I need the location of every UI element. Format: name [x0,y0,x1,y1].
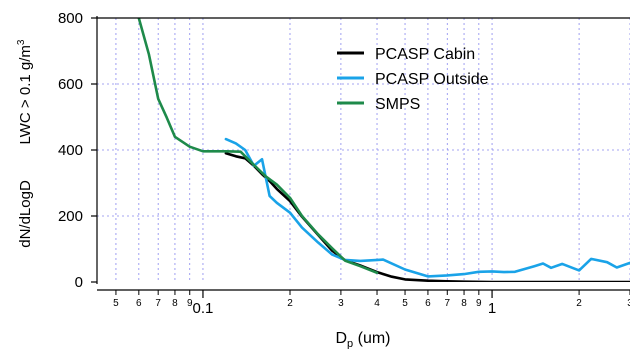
x-minor-tick-label: 5 [402,298,408,309]
x-minor-tick-label: 5 [113,298,119,309]
legend-label: SMPS [375,96,420,113]
legend-label: PCASP Outside [375,71,489,88]
x-minor-tick-label: 2 [287,298,293,309]
x-minor-tick-label: 8 [172,298,178,309]
grid [97,18,630,282]
series-line-smps [137,18,379,275]
y-axis-label-condition: LWC > 0.1 g/m3 [16,39,34,144]
x-minor-tick-label: 8 [461,298,467,309]
x-minor-tick-label: 3 [338,298,344,309]
x-minor-tick-label: 7 [445,298,451,309]
y-tick-label: 200 [58,208,83,225]
axis-labels: Dp (um) dN/dLogD LWC > 0.1 g/m3 [16,39,391,349]
x-minor-tick-label: 9 [476,298,482,309]
x-minor-tick-label: 4 [374,298,380,309]
x-minor-tick-label: 9 [187,298,193,309]
legend: PCASP Cabin PCASP Outside SMPS [337,46,489,113]
y-tick-label: 0 [75,274,83,291]
series-line-pcasp-cabin [224,152,630,282]
x-axis-label: Dp (um) [335,330,390,349]
x-minor-tick-label: 2 [576,298,582,309]
y-axis-label: dN/dLogD [17,180,34,248]
y-tick-label: 400 [58,142,83,159]
series-line-pcasp-outside [224,137,630,278]
x-major-tick-label: 1 [488,300,496,317]
x-minor-tick-label: 6 [425,298,431,309]
y-tick-label: 600 [58,76,83,93]
y-tick-label: 800 [58,10,83,27]
legend-label: PCASP Cabin [375,46,475,63]
x-minor-tick-label: 6 [136,298,142,309]
x-major-tick-label: 0.1 [193,300,214,317]
x-minor-tick-label: 7 [155,298,161,309]
x-minor-tick-label: 3 [627,298,630,309]
series-group [137,18,630,282]
